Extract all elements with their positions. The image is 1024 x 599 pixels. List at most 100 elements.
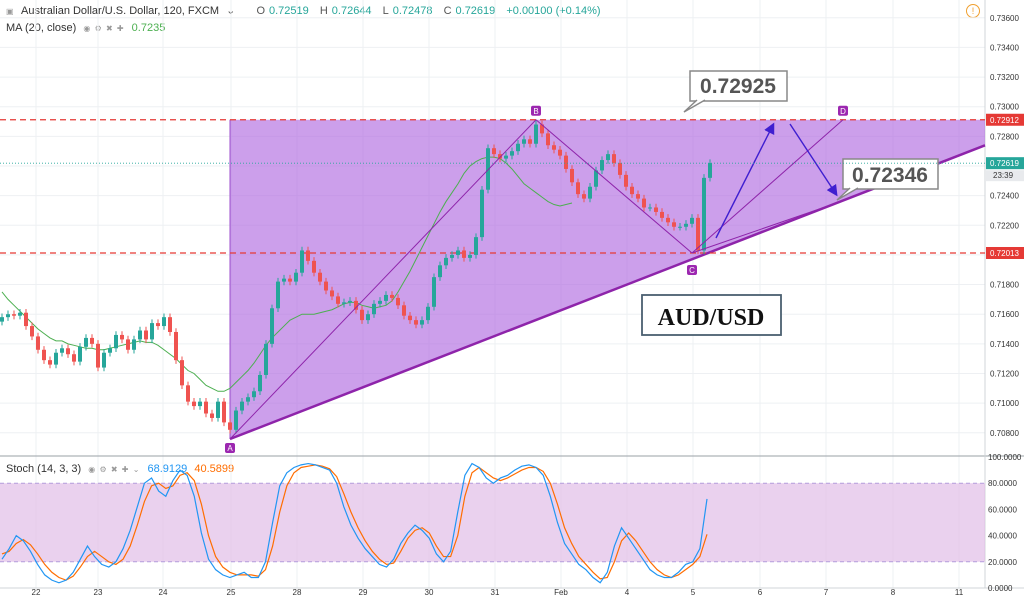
x-tick-label: 11 <box>955 588 964 597</box>
price-tag <box>986 246 1024 259</box>
candle <box>534 124 538 144</box>
stoch-settings-icon[interactable]: ◉ ⚙ ✖ ✚ ⌄ <box>88 465 141 474</box>
x-tick-label: 6 <box>758 588 763 597</box>
price-tag-text: 0.72619 <box>990 159 1019 168</box>
candle <box>174 331 178 361</box>
ma-label[interactable]: MA (20, close) <box>6 22 77 34</box>
candle <box>696 217 700 251</box>
candle <box>420 320 424 325</box>
candle <box>654 207 658 212</box>
candle <box>288 278 292 282</box>
high-label: H <box>319 5 328 17</box>
candle <box>456 250 460 255</box>
x-tick-label: 29 <box>359 588 368 597</box>
countdown-tag <box>986 170 1024 182</box>
low-value: 0.72478 <box>392 5 433 17</box>
candle <box>150 323 154 340</box>
candle <box>564 155 568 169</box>
candle <box>216 401 220 418</box>
x-tick-label: 4 <box>625 588 630 597</box>
stoch-tick-label: 80.0000 <box>988 479 1017 488</box>
indicator-settings-icon[interactable]: ◉ ⚙ ✖ ✚ <box>83 24 125 33</box>
y-tick-label: 0.72200 <box>990 221 1019 230</box>
callout-value: 0.72925 <box>700 75 776 98</box>
candle <box>258 374 262 392</box>
candle <box>378 300 382 304</box>
candle <box>480 189 484 238</box>
candle <box>156 323 160 327</box>
stoch-tick-label: 40.0000 <box>988 532 1017 541</box>
candle <box>504 155 508 159</box>
candle <box>294 272 298 282</box>
candle <box>252 391 256 398</box>
symbol-title[interactable]: Australian Dollar/U.S. Dollar, 120, FXCM <box>21 5 220 17</box>
candle <box>678 226 682 228</box>
y-tick-label: 0.72400 <box>990 192 1019 201</box>
candle <box>546 133 550 146</box>
forecast-down-arrow <box>789 123 838 197</box>
candle <box>486 148 490 190</box>
candle <box>390 294 394 298</box>
close-value: 0.72619 <box>455 5 496 17</box>
candle <box>162 317 166 327</box>
candle <box>438 265 442 278</box>
stoch-label[interactable]: Stoch (14, 3, 3) <box>6 463 82 475</box>
candle <box>624 174 628 187</box>
candle <box>6 314 10 318</box>
open-label: O <box>256 5 265 17</box>
candle <box>708 163 712 178</box>
support-trendline <box>229 144 986 441</box>
y-tick-label: 0.73200 <box>990 73 1019 82</box>
candle <box>240 401 244 411</box>
candle <box>234 410 238 430</box>
candle <box>444 257 448 266</box>
callout-pointer <box>836 187 859 201</box>
candle <box>594 170 598 187</box>
y-tick-label: 0.72800 <box>990 132 1019 141</box>
candle <box>324 281 328 291</box>
candle <box>66 348 70 355</box>
point-label-bg <box>838 105 848 116</box>
candle <box>576 182 580 195</box>
candle <box>570 168 574 183</box>
x-tick-label: 8 <box>891 588 896 597</box>
x-tick-label: 25 <box>227 588 236 597</box>
candle <box>372 303 376 315</box>
bc-extension <box>691 203 836 254</box>
candle <box>684 223 688 227</box>
x-tick-label: 28 <box>293 588 302 597</box>
y-tick-label: 0.71800 <box>990 281 1019 290</box>
low-label: L <box>382 5 389 17</box>
candle <box>642 198 646 208</box>
candle <box>24 312 28 327</box>
point-label-bg <box>687 264 697 275</box>
close-label: C <box>443 5 452 17</box>
y-tick-label: 0.71000 <box>990 399 1019 408</box>
stoch-tick-label: 20.0000 <box>988 558 1017 567</box>
candle <box>702 177 706 251</box>
candle <box>246 397 250 402</box>
stoch-k-value: 68.9129 <box>147 463 188 475</box>
candle <box>60 348 64 353</box>
y-tick-label: 0.73400 <box>990 43 1019 52</box>
candle <box>342 302 346 304</box>
price-tag-text: 0.72912 <box>990 116 1019 125</box>
candle <box>498 154 502 159</box>
x-tick-label: 30 <box>425 588 434 597</box>
collapse-icon[interactable]: ▣ <box>6 7 15 16</box>
candle <box>78 346 82 362</box>
candle <box>360 309 364 321</box>
candle <box>0 317 4 322</box>
candle <box>510 151 514 156</box>
candle <box>270 308 274 344</box>
candle <box>42 349 46 361</box>
candle <box>132 339 136 350</box>
candle <box>90 337 94 344</box>
candle <box>648 207 652 209</box>
candle <box>138 330 142 340</box>
candle <box>426 306 430 321</box>
pair-label: AUD/USD <box>658 305 765 331</box>
candle <box>528 139 532 144</box>
chart-header: ▣ Australian Dollar/U.S. Dollar, 120, FX… <box>6 4 605 17</box>
